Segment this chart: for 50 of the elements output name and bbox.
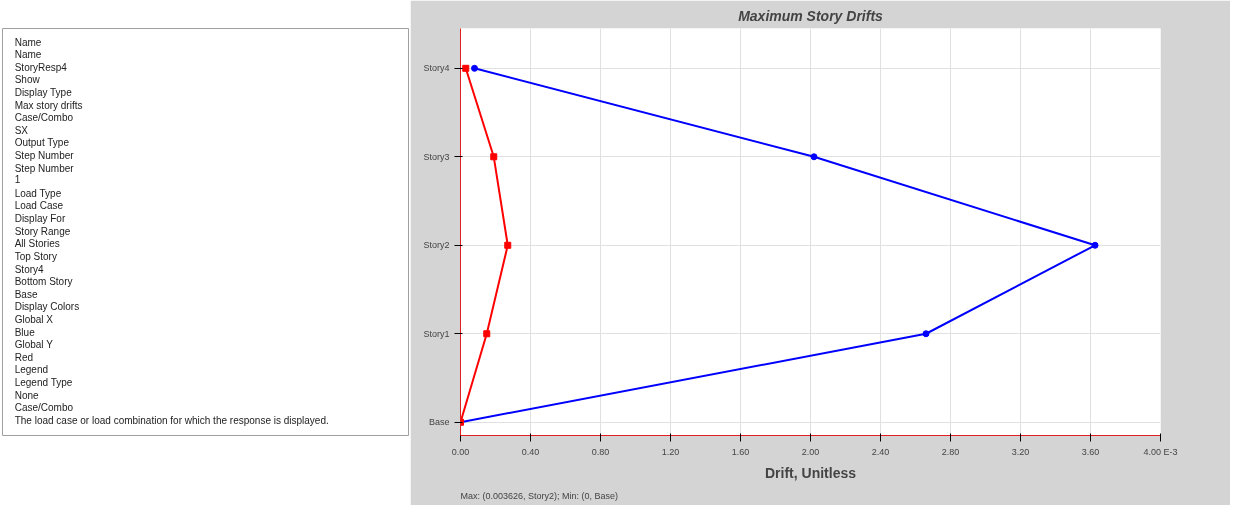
text: Top Story <box>14 250 57 262</box>
text: Step Number <box>14 162 75 174</box>
text: Story Range <box>14 225 71 237</box>
text: The load case or load combination for which the response is displayed. <box>14 414 329 426</box>
text: Legend Type <box>14 376 73 388</box>
text: All Stories <box>14 238 60 250</box>
text: Display For <box>14 213 66 225</box>
text: Load Type <box>14 187 62 199</box>
x-tick-label: 0.80 <box>591 446 610 457</box>
text: SX <box>14 124 29 136</box>
text: None <box>14 389 40 401</box>
text: Name <box>14 49 42 61</box>
text: Bottom Story <box>14 276 73 288</box>
text: Red <box>14 351 34 363</box>
y-tick-label: Story1 <box>423 328 450 339</box>
text: Base <box>14 288 38 300</box>
text: Load Case <box>14 200 64 212</box>
y-tick-label: Story2 <box>423 240 450 251</box>
text: Display Type <box>14 87 73 99</box>
y-tick-label: Story4 <box>423 63 450 74</box>
x-tick-label: 4.00 E-3 <box>1143 446 1178 457</box>
text: Case/Combo <box>14 112 74 124</box>
text: StoryResp4 <box>14 61 68 73</box>
text: Legend <box>14 364 49 376</box>
chart-title: Maximum Story Drifts <box>738 7 884 24</box>
x-tick-label: 1.60 <box>731 446 750 457</box>
text: Output Type <box>14 137 70 149</box>
text: Display Colors <box>14 301 80 313</box>
x-tick-label: 2.40 <box>871 446 890 457</box>
text: Step Number <box>14 150 75 162</box>
text: Blue <box>14 326 36 338</box>
text: Global Y <box>14 339 54 351</box>
text: Max story drifts <box>14 99 83 111</box>
x-tick-label: 0.00 <box>451 446 470 457</box>
x-tick-label: 2.80 <box>941 446 960 457</box>
text: 1 <box>14 174 21 186</box>
x-tick-label: 1.20 <box>661 446 680 457</box>
text: Name <box>14 36 42 48</box>
x-axis-title: Drift, Unitless <box>764 464 857 481</box>
x-tick-label: 2.00 <box>801 446 820 457</box>
text: Story4 <box>14 263 45 275</box>
y-tick-label: Base <box>428 417 450 428</box>
x-tick-label: 3.20 <box>1011 446 1030 457</box>
text: Max: (0.003626, Story2); Min: (0, Base) <box>460 490 619 501</box>
text: Case/Combo <box>14 402 74 414</box>
x-tick-label: 3.60 <box>1081 446 1100 457</box>
text: Global X <box>14 313 54 325</box>
x-tick-label: 0.40 <box>521 446 540 457</box>
y-tick-label: Story3 <box>423 151 450 162</box>
text: Show <box>14 74 41 86</box>
